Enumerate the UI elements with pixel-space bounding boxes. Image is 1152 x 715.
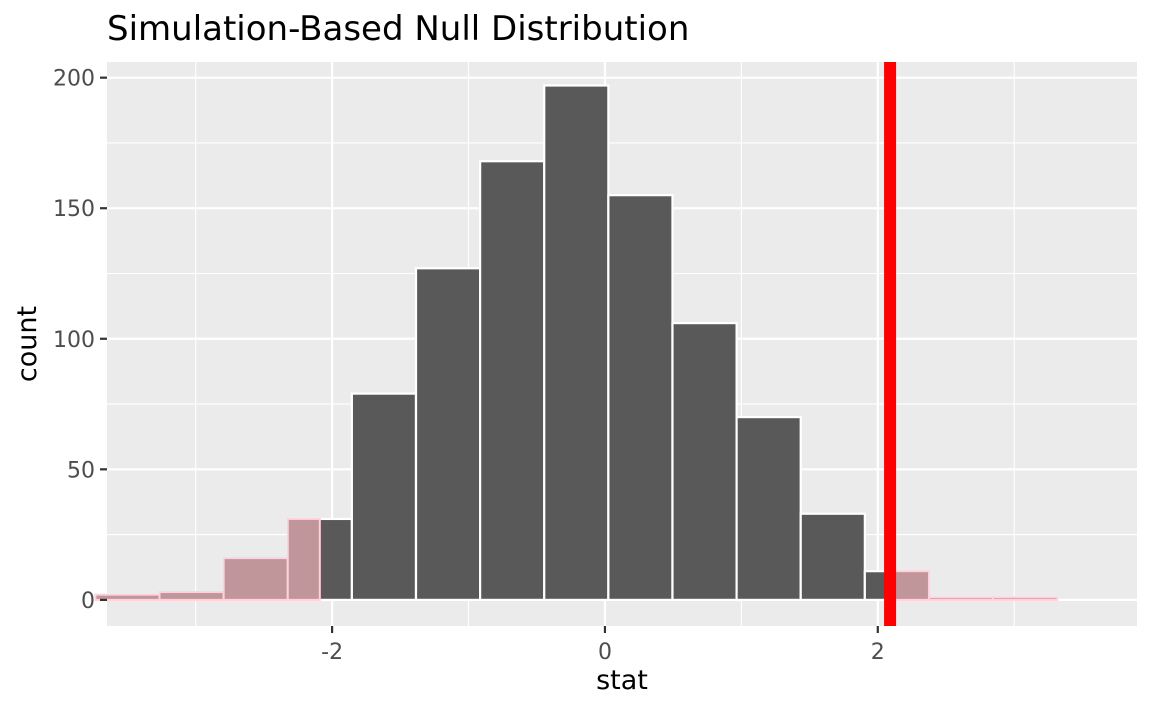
- y-tick-label: 150: [53, 197, 95, 222]
- shaded-tail-region: [158, 591, 225, 601]
- histogram-bar: [350, 392, 418, 601]
- shaded-tail-region: [222, 557, 289, 601]
- y-tick-label: 100: [53, 328, 95, 353]
- shaded-tail-region: [286, 517, 321, 601]
- y-tick-label: 200: [53, 67, 95, 92]
- chart-title: Simulation-Based Null Distribution: [107, 9, 689, 49]
- histogram-bar: [414, 267, 482, 601]
- y-axis-label: count: [12, 306, 43, 382]
- x-tick-label: -2: [321, 640, 343, 665]
- x-tick-label: 2: [871, 640, 885, 665]
- histogram-bar: [607, 194, 674, 601]
- shaded-tail-region: [992, 596, 1059, 601]
- y-tick-label: 0: [81, 589, 95, 614]
- shaded-tail-region: [889, 570, 930, 601]
- shade-layer: [94, 517, 1059, 601]
- histogram-bar: [543, 84, 610, 601]
- x-axis-label: stat: [596, 665, 648, 696]
- histogram-bar: [799, 512, 866, 601]
- axis-layer: -2 0 2 0 50 100 150 200: [53, 67, 885, 665]
- shaded-tail-region: [927, 596, 995, 601]
- histogram-bar: [671, 322, 738, 601]
- histogram-bar: [479, 160, 546, 601]
- y-tick-label: 50: [67, 458, 95, 483]
- histogram-bar: [735, 416, 802, 601]
- x-tick-label: 0: [598, 640, 612, 665]
